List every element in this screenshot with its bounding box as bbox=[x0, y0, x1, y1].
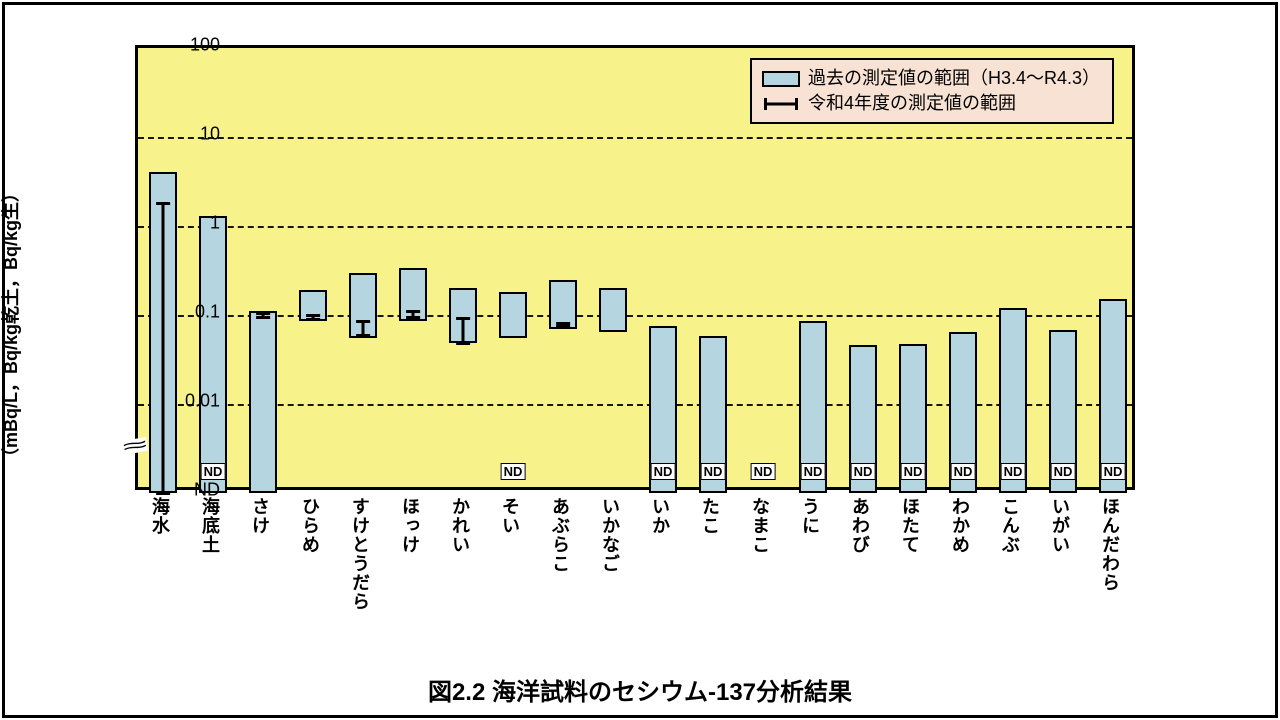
x-tick-label: そい bbox=[497, 497, 523, 535]
x-tick-label: わかめ bbox=[947, 497, 973, 554]
nd-label: ND bbox=[851, 463, 876, 480]
nd-label: ND bbox=[1051, 463, 1076, 480]
range-bar bbox=[249, 311, 277, 493]
range-bar bbox=[199, 216, 227, 493]
range-bar bbox=[499, 292, 527, 338]
y-tick-label: 0.01 bbox=[150, 391, 220, 412]
x-tick-label: あぶらこ bbox=[547, 497, 573, 573]
nd-label: ND bbox=[501, 463, 526, 480]
nd-label: ND bbox=[751, 463, 776, 480]
nd-label: ND bbox=[701, 463, 726, 480]
x-tick-label: ほたて bbox=[897, 497, 923, 554]
y-axis-label: （mBq/L，Bq/kg乾土，Bq/kg生） bbox=[0, 184, 23, 466]
nd-label: ND bbox=[901, 463, 926, 480]
nd-label: ND bbox=[951, 463, 976, 480]
y-tick-label: 0.1 bbox=[150, 302, 220, 323]
axis-break-icon: ≈ bbox=[122, 437, 148, 455]
x-tick-label: すけとうだら bbox=[347, 497, 373, 611]
x-tick-label: いかなご bbox=[597, 497, 623, 573]
outer-frame: （mBq/L，Bq/kg乾土，Bq/kg生） 過去の測定値の範囲（H3.4～R4… bbox=[2, 2, 1278, 718]
legend-row-past: 過去の測定値の範囲（H3.4～R4.3） bbox=[762, 66, 1100, 91]
x-tick-label: あわび bbox=[847, 497, 873, 554]
x-tick-label: いか bbox=[647, 497, 673, 535]
gridline bbox=[138, 315, 1132, 317]
legend-swatch-past bbox=[762, 71, 800, 87]
legend-swatch-current bbox=[762, 96, 800, 112]
x-tick-label: うに bbox=[797, 497, 823, 535]
y-tick-label: 1 bbox=[150, 213, 220, 234]
x-tick-label: ほっけ bbox=[397, 497, 423, 554]
nd-label: ND bbox=[201, 463, 226, 480]
x-tick-label: なまこ bbox=[747, 497, 773, 554]
legend-label-past: 過去の測定値の範囲（H3.4～R4.3） bbox=[808, 66, 1100, 91]
y-tick-label: 100 bbox=[150, 35, 220, 56]
nd-label: ND bbox=[1001, 463, 1026, 480]
x-tick-label: 海底土 bbox=[197, 497, 223, 554]
x-tick-label: かれい bbox=[447, 497, 473, 554]
nd-label: ND bbox=[651, 463, 676, 480]
y-tick-label: 10 bbox=[150, 124, 220, 145]
x-tick-label: さけ bbox=[247, 497, 273, 535]
nd-label: ND bbox=[801, 463, 826, 480]
nd-label: ND bbox=[1101, 463, 1126, 480]
x-tick-label: ひらめ bbox=[297, 497, 323, 554]
x-tick-label: こんぶ bbox=[997, 497, 1023, 554]
legend: 過去の測定値の範囲（H3.4～R4.3） 令和4年度の測定値の範囲 bbox=[750, 58, 1114, 124]
x-tick-label: いがい bbox=[1047, 497, 1073, 554]
gridline bbox=[138, 137, 1132, 139]
range-bar bbox=[599, 288, 627, 331]
gridline bbox=[138, 226, 1132, 228]
legend-row-current: 令和4年度の測定値の範囲 bbox=[762, 91, 1100, 116]
x-tick-label: たこ bbox=[697, 497, 723, 535]
chart: （mBq/L，Bq/kg乾土，Bq/kg生） 過去の測定値の範囲（H3.4～R4… bbox=[45, 25, 1225, 625]
plot-area: 過去の測定値の範囲（H3.4～R4.3） 令和4年度の測定値の範囲 ND ND ND… bbox=[135, 45, 1135, 490]
legend-label-current: 令和4年度の測定値の範囲 bbox=[808, 91, 1016, 116]
x-tick-label: 海水 bbox=[147, 497, 173, 535]
figure-caption: 図2.2 海洋試料のセシウム-137分析結果 bbox=[5, 672, 1275, 707]
gridline bbox=[138, 404, 1132, 406]
x-tick-label: ほんだわら bbox=[1097, 497, 1123, 592]
